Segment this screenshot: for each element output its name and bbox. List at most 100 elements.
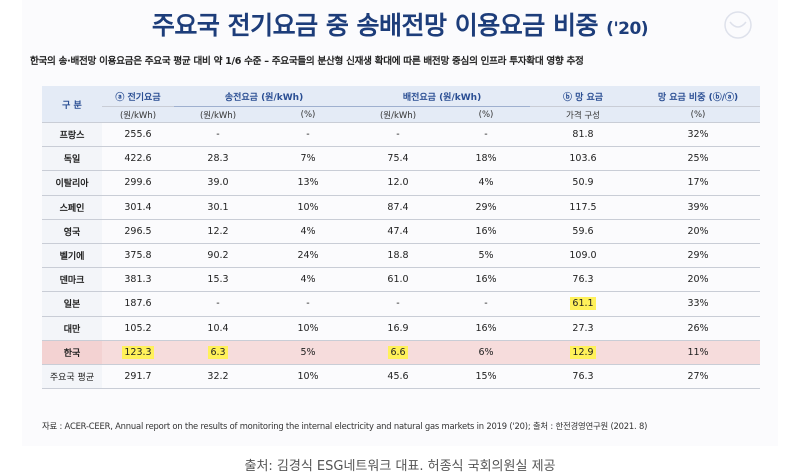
- cell-dist-pct: 18%: [442, 146, 530, 172]
- cell-dist: 75.4: [354, 146, 442, 172]
- row-country: 프랑스: [42, 122, 102, 148]
- header-dist: 배전요금 (원/kWh): [354, 86, 530, 107]
- cell-share: 32%: [636, 122, 760, 148]
- table-row-average: 주요국 평균 291.7 32.2 10% 45.6 15% 76.3 27%: [42, 364, 760, 390]
- cell-share: 29%: [636, 243, 760, 269]
- cell-elec: 123.3: [102, 340, 174, 365]
- row-country: 대만: [42, 316, 102, 341]
- table-row: 독일 422.6 28.3 7% 75.4 18% 103.6 25%: [42, 146, 760, 172]
- cell-grid: 76.3: [530, 364, 636, 390]
- row-country: 덴마크: [42, 267, 102, 293]
- cell-trans: 90.2: [174, 243, 262, 269]
- table-row: 영국 296.5 12.2 4% 47.4 16% 59.6 20%: [42, 219, 760, 244]
- cell-elec: 301.4: [102, 195, 174, 220]
- cell-dist: 16.9: [354, 316, 442, 341]
- cell-trans-pct: -: [262, 122, 354, 148]
- table-row: 프랑스 255.6 - - - - 81.8 32%: [42, 122, 760, 148]
- cell-share: 20%: [636, 267, 760, 293]
- cell-dist-pct: 16%: [442, 219, 530, 244]
- cell-trans-pct: 10%: [262, 316, 354, 341]
- row-country: 벨기에: [42, 243, 102, 269]
- cell-dist: 87.4: [354, 195, 442, 220]
- cell-grid: 103.6: [530, 146, 636, 172]
- decorative-doodle-icon: [724, 11, 752, 39]
- cell-share: 39%: [636, 195, 760, 220]
- cell-share: 25%: [636, 146, 760, 172]
- unit-elec: (원/kWh): [102, 106, 174, 123]
- highlight-grid: 61.1: [570, 297, 596, 311]
- cell-grid: 12.9: [530, 340, 636, 365]
- cell-grid: 117.5: [530, 195, 636, 220]
- cell-trans-pct: 7%: [262, 146, 354, 172]
- cell-dist-pct: 29%: [442, 195, 530, 220]
- cell-elec: 375.8: [102, 243, 174, 269]
- cell-grid: 27.3: [530, 316, 636, 341]
- cell-share: 20%: [636, 219, 760, 244]
- unit-trans-2: (%): [262, 106, 354, 123]
- page-title: 주요국 전기요금 중 송배전망 이용요금 비중 ('20): [22, 6, 778, 42]
- cell-share: 26%: [636, 316, 760, 341]
- title-year: ('20): [606, 19, 649, 39]
- highlight-dist: 6.6: [388, 345, 408, 359]
- cell-trans: 12.2: [174, 219, 262, 244]
- unit-row: (원/kWh) (원/kWh) (%) (원/kWh) (%) 가격 구성 (%…: [42, 106, 760, 123]
- title-text: 주요국 전기요금 중 송배전망 이용요금 비중: [151, 11, 599, 40]
- photo-credit: 출처: 김경식 ESG네트워크 대표. 허종식 국회의원실 제공: [244, 459, 556, 474]
- header-row: 구 분 ⓐ 전기요금 송전요금 (원/kWh) 배전요금 (원/kWh) ⓑ 망…: [42, 86, 760, 123]
- cell-trans: 6.3: [174, 340, 262, 365]
- cell-trans: 28.3: [174, 146, 262, 172]
- cell-dist: -: [354, 291, 442, 317]
- table-row: 벨기에 375.8 90.2 24% 18.8 5% 109.0 29%: [42, 243, 760, 269]
- table-row: 스페인 301.4 30.1 10% 87.4 29% 117.5 39%: [42, 195, 760, 220]
- cell-trans: 32.2: [174, 364, 262, 390]
- unit-share: (%): [636, 106, 760, 123]
- cell-dist-pct: 5%: [442, 243, 530, 269]
- cell-elec: 255.6: [102, 122, 174, 148]
- cell-elec: 291.7: [102, 364, 174, 390]
- cell-trans: 30.1: [174, 195, 262, 220]
- cell-trans: 10.4: [174, 316, 262, 341]
- row-country: 독일: [42, 146, 102, 172]
- highlight-elec: 123.3: [122, 345, 154, 359]
- cell-trans-pct: 24%: [262, 243, 354, 269]
- cell-grid: 59.6: [530, 219, 636, 244]
- cell-trans-pct: 4%: [262, 219, 354, 244]
- row-country: 주요국 평균: [42, 364, 102, 390]
- header-country: 구 분: [42, 86, 102, 123]
- cell-trans-pct: 10%: [262, 195, 354, 220]
- table-row-korea: 한국 123.3 6.3 5% 6.6 6% 12.9 11%: [42, 340, 760, 365]
- cell-elec: 105.2: [102, 316, 174, 341]
- unit-dist-1: (원/kWh): [354, 106, 442, 123]
- cell-dist: 18.8: [354, 243, 442, 269]
- cell-share: 11%: [636, 340, 760, 365]
- cell-dist: 47.4: [354, 219, 442, 244]
- cell-trans: 15.3: [174, 267, 262, 293]
- table-row: 덴마크 381.3 15.3 4% 61.0 16% 76.3 20%: [42, 267, 760, 293]
- cell-elec: 381.3: [102, 267, 174, 293]
- cell-grid: 76.3: [530, 267, 636, 293]
- cell-grid: 81.8: [530, 122, 636, 148]
- cell-dist: 61.0: [354, 267, 442, 293]
- cell-grid: 61.1: [530, 291, 636, 317]
- highlight-trans: 6.3: [208, 345, 228, 359]
- cell-trans-pct: 10%: [262, 364, 354, 390]
- cell-elec: 299.6: [102, 170, 174, 196]
- cell-share: 33%: [636, 291, 760, 317]
- cell-elec: 296.5: [102, 219, 174, 244]
- header-share: 망 요금 비중 (ⓑ/ⓐ): [636, 86, 760, 107]
- cell-trans-pct: 13%: [262, 170, 354, 196]
- cell-dist-pct: -: [442, 291, 530, 317]
- cell-dist-pct: 16%: [442, 316, 530, 341]
- cell-dist: 45.6: [354, 364, 442, 390]
- data-table: 구 분 ⓐ 전기요금 송전요금 (원/kWh) 배전요금 (원/kWh) ⓑ 망…: [42, 86, 760, 390]
- unit-grid: 가격 구성: [530, 106, 636, 123]
- cell-share: 27%: [636, 364, 760, 390]
- unit-dist-2: (%): [442, 106, 530, 123]
- unit-trans-1: (원/kWh): [174, 106, 262, 123]
- subtitle: 한국의 송·배전망 이용요금은 주요국 평균 대비 약 1/6 수준 – 주요국…: [30, 56, 584, 67]
- cell-trans-pct: 4%: [262, 267, 354, 293]
- cell-dist: 12.0: [354, 170, 442, 196]
- cell-grid: 50.9: [530, 170, 636, 196]
- highlight-grid: 12.9: [570, 345, 596, 359]
- cell-trans: -: [174, 291, 262, 317]
